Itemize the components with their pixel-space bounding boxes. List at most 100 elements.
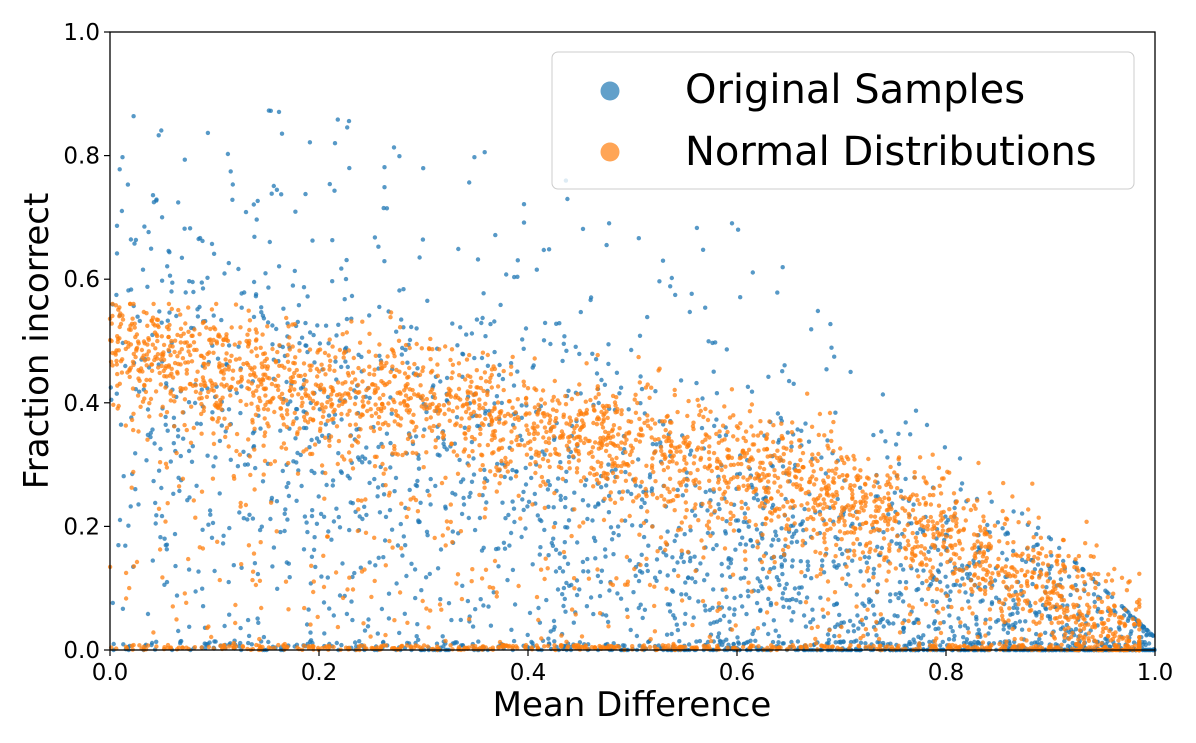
data-point-normal-distributions (286, 607, 291, 612)
data-point-original-samples (700, 396, 705, 401)
data-point-normal-distributions (834, 542, 839, 548)
data-point-normal-distributions (861, 633, 866, 639)
data-point-normal-distributions (569, 607, 575, 612)
data-point-normal-distributions (392, 443, 397, 449)
data-point-original-samples (565, 525, 570, 530)
data-point-normal-distributions (816, 451, 821, 457)
data-point-normal-distributions (499, 458, 504, 464)
data-point-normal-distributions (353, 377, 358, 382)
data-point-original-samples (907, 639, 912, 645)
data-point-normal-distributions (872, 514, 878, 519)
data-point-normal-distributions (400, 452, 405, 458)
data-point-original-samples (837, 612, 842, 618)
data-point-normal-distributions (638, 426, 643, 431)
data-point-original-samples (639, 504, 644, 510)
data-point-original-samples (313, 564, 318, 570)
data-point-original-samples (336, 322, 341, 327)
data-point-original-samples (1144, 633, 1149, 638)
data-point-original-samples (386, 616, 392, 621)
data-point-normal-distributions (251, 372, 256, 377)
data-point-normal-distributions (307, 347, 313, 352)
data-point-normal-distributions (539, 397, 544, 402)
data-point-original-samples (792, 586, 798, 591)
data-point-normal-distributions (372, 454, 378, 459)
data-point-normal-distributions (1099, 641, 1104, 646)
data-point-original-samples (302, 514, 308, 519)
data-point-normal-distributions (142, 382, 147, 388)
data-point-normal-distributions (335, 461, 340, 467)
data-point-original-samples (724, 594, 729, 600)
data-point-normal-distributions (685, 477, 690, 483)
data-point-original-samples (285, 517, 290, 522)
data-point-original-samples (331, 519, 337, 524)
data-point-original-samples (508, 530, 514, 536)
data-point-original-samples (862, 603, 867, 608)
data-point-original-samples (512, 602, 518, 607)
data-point-normal-distributions (605, 415, 610, 421)
data-point-original-samples (857, 542, 863, 547)
data-point-normal-distributions (923, 556, 929, 561)
data-point-original-samples (594, 371, 600, 376)
data-point-normal-distributions (877, 485, 882, 490)
data-point-normal-distributions (957, 528, 962, 533)
data-point-normal-distributions (360, 379, 365, 384)
data-point-original-samples (735, 227, 741, 232)
data-point-original-samples (926, 549, 931, 554)
data-point-normal-distributions (468, 374, 473, 379)
data-point-original-samples (1006, 623, 1011, 628)
data-point-normal-distributions (622, 434, 627, 439)
data-point-normal-distributions (209, 341, 214, 346)
data-point-original-samples (1140, 642, 1145, 647)
data-point-original-samples (1091, 592, 1097, 597)
data-point-original-samples (318, 511, 324, 517)
data-point-normal-distributions (118, 321, 124, 327)
data-point-original-samples (926, 624, 931, 629)
data-point-original-samples (120, 155, 125, 160)
data-point-normal-distributions (176, 307, 181, 313)
data-point-normal-distributions (818, 571, 823, 577)
data-point-normal-distributions (645, 509, 650, 514)
data-point-original-samples (159, 278, 165, 283)
data-point-original-samples (985, 522, 990, 528)
data-point-normal-distributions (1077, 628, 1083, 633)
data-point-original-samples (681, 559, 686, 565)
data-point-normal-distributions (591, 420, 596, 426)
data-point-original-samples (750, 270, 755, 275)
data-point-normal-distributions (800, 538, 806, 544)
data-point-normal-distributions (161, 368, 166, 374)
data-point-normal-distributions (150, 342, 155, 347)
data-point-normal-distributions (172, 424, 177, 429)
data-point-normal-distributions (936, 610, 941, 615)
data-point-original-samples (367, 395, 372, 401)
data-point-original-samples (702, 578, 707, 583)
data-point-normal-distributions (711, 450, 717, 456)
data-point-normal-distributions (1112, 566, 1117, 572)
data-point-original-samples (670, 555, 675, 560)
data-point-normal-distributions (792, 521, 797, 526)
data-point-normal-distributions (238, 325, 243, 330)
data-point-original-samples (165, 264, 170, 269)
data-point-normal-distributions (485, 392, 490, 398)
data-point-normal-distributions (800, 450, 806, 456)
data-point-normal-distributions (896, 455, 902, 460)
data-point-original-samples (784, 581, 789, 587)
data-point-original-samples (799, 428, 804, 433)
data-point-normal-distributions (130, 316, 135, 321)
data-point-normal-distributions (265, 324, 270, 329)
data-point-normal-distributions (115, 371, 120, 377)
data-point-normal-distributions (863, 520, 868, 525)
data-point-original-samples (282, 528, 287, 534)
data-point-original-samples (644, 562, 649, 568)
data-point-original-samples (274, 187, 280, 192)
data-point-normal-distributions (1096, 596, 1101, 602)
data-point-original-samples (916, 586, 921, 592)
data-point-original-samples (236, 266, 241, 272)
data-point-original-samples (247, 512, 252, 517)
data-point-original-samples (266, 285, 271, 290)
data-point-original-samples (832, 624, 838, 630)
data-point-normal-distributions (509, 440, 514, 445)
data-point-original-samples (623, 469, 628, 475)
data-point-normal-distributions (755, 433, 761, 438)
data-point-normal-distributions (477, 443, 482, 448)
data-point-original-samples (748, 538, 754, 543)
